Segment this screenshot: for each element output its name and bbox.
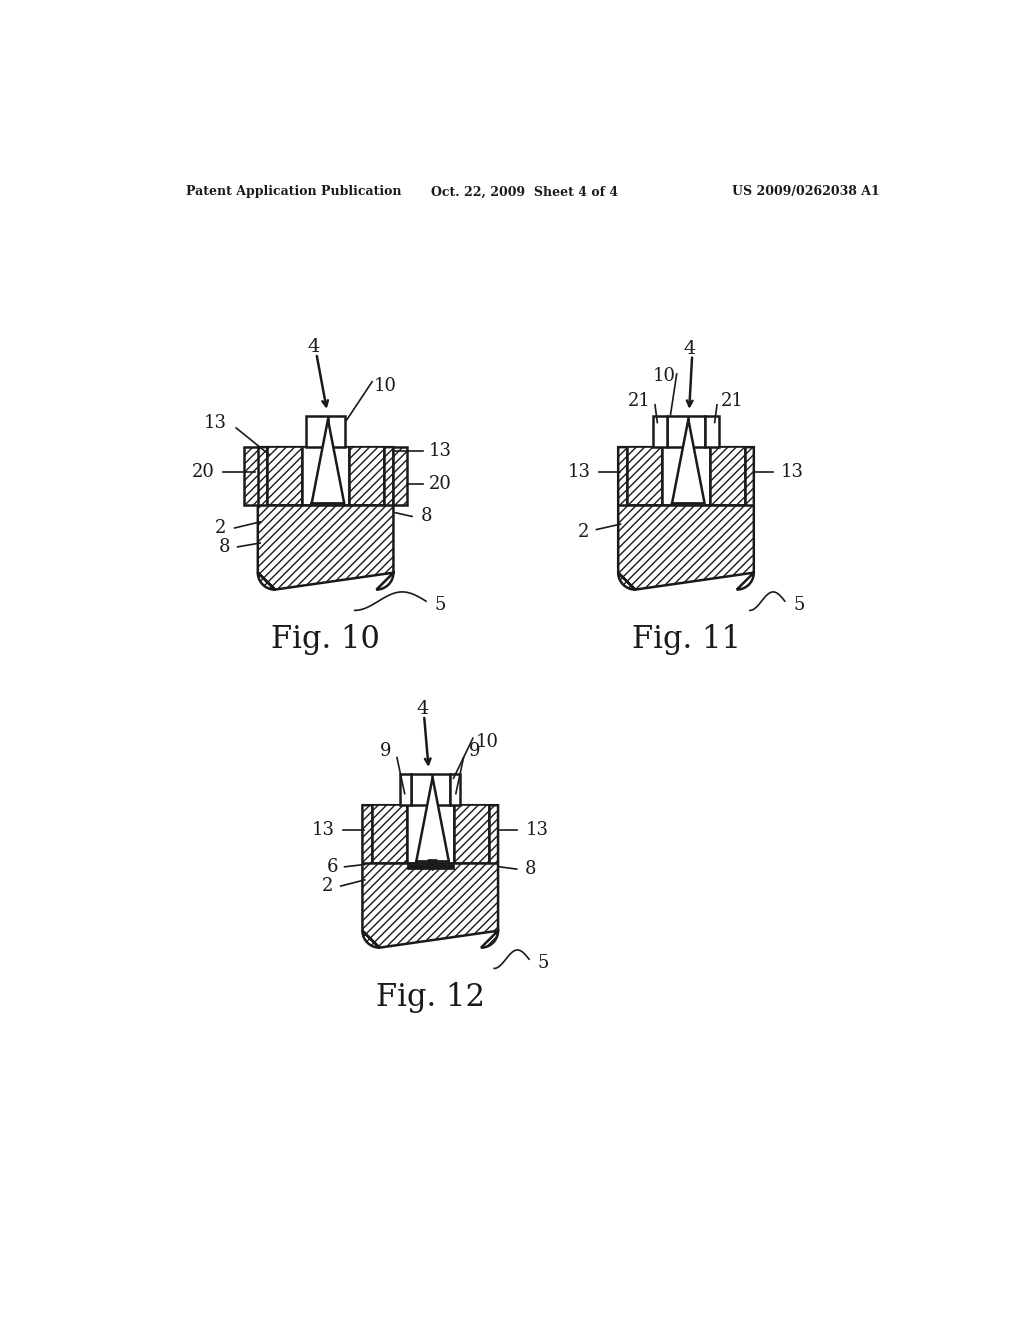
Bar bbox=[349, 447, 384, 506]
Polygon shape bbox=[417, 777, 449, 862]
Text: 4: 4 bbox=[308, 338, 321, 356]
Text: US 2009/0262038 A1: US 2009/0262038 A1 bbox=[732, 185, 880, 198]
Text: 21: 21 bbox=[721, 392, 744, 411]
Bar bbox=[267, 447, 302, 506]
Bar bbox=[302, 447, 349, 506]
Text: 5: 5 bbox=[538, 954, 549, 972]
Bar bbox=[628, 447, 663, 506]
PathPatch shape bbox=[362, 805, 498, 948]
Bar bbox=[411, 775, 450, 805]
Text: 10: 10 bbox=[475, 733, 499, 751]
Text: 9: 9 bbox=[469, 742, 480, 760]
Text: Fig. 12: Fig. 12 bbox=[376, 982, 484, 1014]
Bar bbox=[372, 805, 407, 863]
Bar bbox=[450, 775, 461, 805]
Text: 13: 13 bbox=[568, 463, 591, 482]
Bar bbox=[407, 865, 454, 869]
Text: 13: 13 bbox=[204, 413, 226, 432]
Text: 4: 4 bbox=[684, 339, 696, 358]
Text: 10: 10 bbox=[653, 367, 676, 385]
Text: 2: 2 bbox=[215, 519, 226, 537]
Text: 6: 6 bbox=[328, 858, 339, 875]
Text: 20: 20 bbox=[428, 475, 452, 492]
Text: 4: 4 bbox=[417, 700, 429, 718]
Text: 13: 13 bbox=[428, 442, 452, 459]
Text: 13: 13 bbox=[312, 821, 335, 840]
Bar bbox=[400, 775, 411, 805]
Bar bbox=[454, 805, 488, 863]
Text: 9: 9 bbox=[380, 742, 392, 760]
PathPatch shape bbox=[618, 447, 754, 590]
Polygon shape bbox=[428, 859, 437, 871]
Text: 8: 8 bbox=[421, 507, 432, 525]
Text: 21: 21 bbox=[628, 392, 651, 411]
Bar bbox=[652, 416, 667, 447]
Bar bbox=[706, 416, 719, 447]
Text: 2: 2 bbox=[578, 523, 589, 541]
Text: 13: 13 bbox=[525, 821, 548, 840]
Bar bbox=[407, 805, 454, 863]
Text: 10: 10 bbox=[374, 376, 397, 395]
Text: 5: 5 bbox=[434, 597, 445, 614]
Polygon shape bbox=[311, 420, 344, 503]
PathPatch shape bbox=[258, 447, 393, 590]
Text: 8: 8 bbox=[525, 861, 537, 878]
Text: 5: 5 bbox=[793, 597, 805, 614]
Bar bbox=[667, 416, 706, 447]
Text: Fig. 11: Fig. 11 bbox=[632, 624, 740, 655]
Text: Oct. 22, 2009  Sheet 4 of 4: Oct. 22, 2009 Sheet 4 of 4 bbox=[431, 185, 618, 198]
Text: 2: 2 bbox=[322, 876, 333, 895]
Text: 13: 13 bbox=[781, 463, 804, 482]
Text: 20: 20 bbox=[193, 463, 215, 482]
Text: 8: 8 bbox=[219, 537, 230, 556]
Bar bbox=[306, 416, 345, 447]
Text: Fig. 10: Fig. 10 bbox=[271, 624, 380, 655]
Bar bbox=[244, 447, 258, 506]
Bar bbox=[393, 447, 408, 506]
Bar bbox=[663, 447, 710, 506]
Polygon shape bbox=[672, 420, 705, 503]
Bar bbox=[710, 447, 744, 506]
Text: Patent Application Publication: Patent Application Publication bbox=[186, 185, 401, 198]
